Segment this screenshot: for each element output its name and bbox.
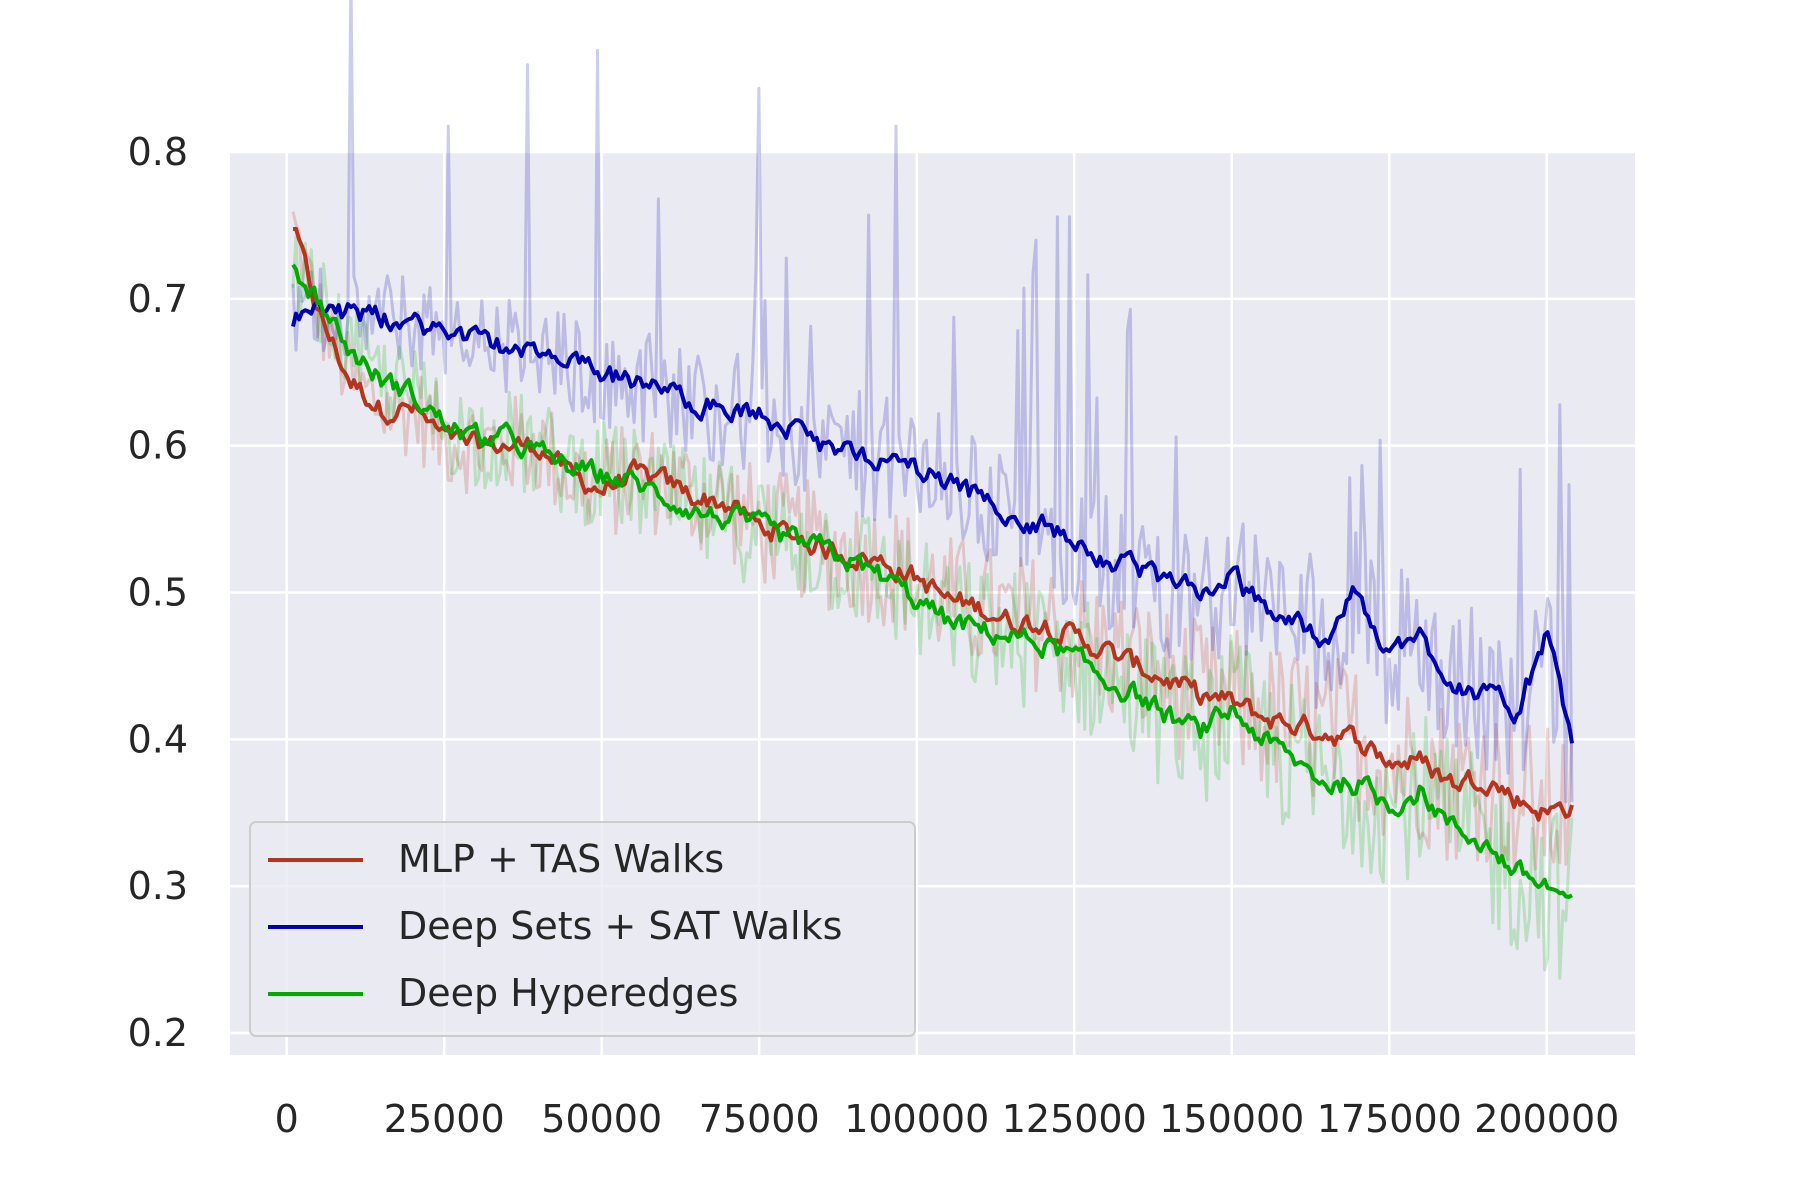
legend-label-deep-hyperedges: Deep Hyperedges <box>398 971 738 1015</box>
legend: MLP + TAS Walks Deep Sets + SAT Walks De… <box>249 821 916 1037</box>
series-line-deep-hyperedges <box>291 263 1573 899</box>
raw-trace-deep-hyperedges <box>291 235 1574 980</box>
x-tick-label: 125000 <box>1002 1097 1147 1141</box>
x-tick-label: 25000 <box>384 1097 505 1141</box>
y-tick-label: 0.8 <box>128 130 188 174</box>
y-tick-label: 0.7 <box>128 277 188 321</box>
legend-label-mlp-tas-walks: MLP + TAS Walks <box>398 837 724 881</box>
legend-label-deep-sets-sat-walks: Deep Sets + SAT Walks <box>398 904 842 948</box>
raw-trace-deep-sets-sat-walks <box>291 0 1574 804</box>
series-line-deep-sets-sat-walks <box>291 299 1574 744</box>
x-tick-label: 75000 <box>699 1097 820 1141</box>
x-axis-tick-labels: 0 25000 50000 75000 100000 125000 150000 175000… <box>275 1097 1620 1141</box>
grid <box>230 150 1635 1055</box>
y-tick-label: 0.3 <box>128 864 188 908</box>
y-tick-label: 0.5 <box>128 570 188 614</box>
y-tick-label: 0.6 <box>128 424 188 468</box>
legend-box <box>249 821 916 1037</box>
x-tick-label: 175000 <box>1317 1097 1462 1141</box>
series-lines <box>291 226 1574 899</box>
x-tick-label: 100000 <box>844 1097 989 1141</box>
y-tick-label: 0.2 <box>128 1011 188 1055</box>
x-tick-label: 150000 <box>1159 1097 1304 1141</box>
x-tick-label: 0 <box>275 1097 299 1141</box>
x-tick-label: 50000 <box>541 1097 662 1141</box>
raw-trace-mlp-tas-walks <box>291 211 1574 873</box>
series-line-mlp-tas-walks <box>292 226 1574 822</box>
y-tick-label: 0.4 <box>128 717 188 761</box>
y-axis-tick-labels: 0.2 0.3 0.4 0.5 0.6 0.7 0.8 <box>128 130 188 1055</box>
raw-series-traces <box>291 0 1574 980</box>
x-tick-label: 200000 <box>1474 1097 1619 1141</box>
